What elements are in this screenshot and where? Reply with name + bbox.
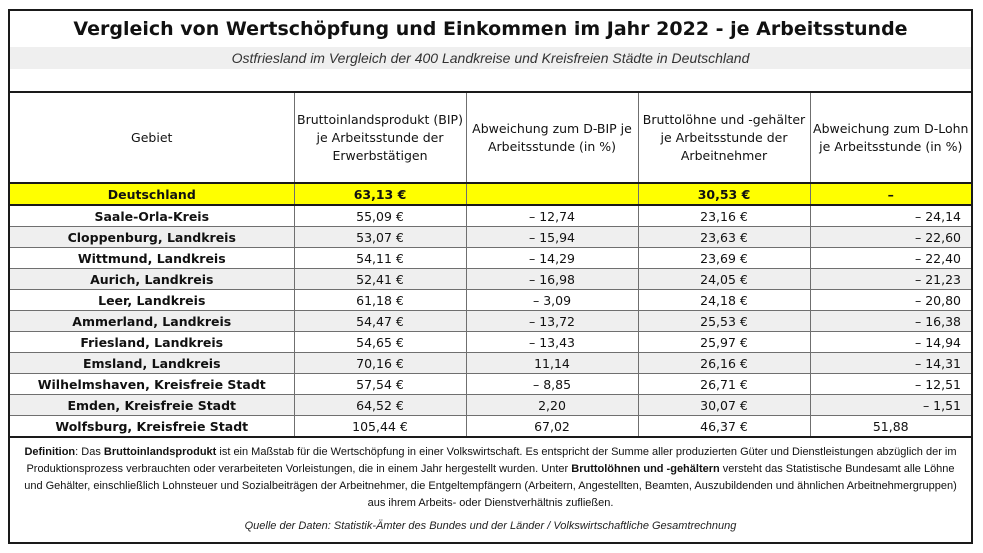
cell-abweichung-bip: – 3,09: [465, 289, 639, 311]
table-row: Wilhelmshaven, Kreisfreie Stadt 57,54 € …: [10, 373, 971, 395]
cell-bip: 54,47 €: [293, 310, 467, 332]
cell-abweichung-lohn: – 22,40: [809, 247, 971, 269]
table-row: Wolfsburg, Kreisfreie Stadt 105,44 € 67,…: [10, 415, 971, 438]
cell-abweichung-bip: – 14,29: [465, 247, 639, 269]
cell-abweichung-lohn: –: [809, 182, 971, 206]
page-title: Vergleich von Wertschöpfung und Einkomme…: [10, 11, 971, 47]
table-row: Emsland, Landkreis 70,16 € 11,14 26,16 €…: [10, 352, 971, 374]
table-row: Ammerland, Landkreis 54,47 € – 13,72 25,…: [10, 310, 971, 332]
cell-bip: 105,44 €: [293, 415, 467, 438]
cell-abweichung-lohn: – 16,38: [809, 310, 971, 332]
cell-gebiet: Friesland, Landkreis: [10, 331, 295, 353]
cell-bip: 54,65 €: [293, 331, 467, 353]
definition-text-1: : Das: [75, 446, 104, 458]
cell-gebiet: Wilhelmshaven, Kreisfreie Stadt: [10, 373, 295, 395]
document-frame: Vergleich von Wertschöpfung und Einkomme…: [8, 9, 973, 544]
cell-abweichung-lohn: – 24,14: [809, 204, 971, 227]
cell-gebiet: Saale-Orla-Kreis: [10, 204, 295, 227]
cell-lohn: 26,71 €: [637, 373, 811, 395]
cell-bip: 53,07 €: [293, 226, 467, 248]
cell-abweichung-bip: – 12,74: [465, 204, 639, 227]
cell-abweichung-lohn: – 22,60: [809, 226, 971, 248]
table-row: Saale-Orla-Kreis 55,09 € – 12,74 23,16 €…: [10, 204, 971, 227]
header-abweichung-lohn: Abweichung zum D-Lohn je Arbeitsstunde (…: [809, 91, 971, 184]
cell-abweichung-lohn: – 20,80: [809, 289, 971, 311]
cell-gebiet: Aurich, Landkreis: [10, 268, 295, 290]
cell-lohn: 24,05 €: [637, 268, 811, 290]
cell-bip: 64,52 €: [293, 394, 467, 416]
definition-text-2: ist ein Maßstab für die Wertschöpfung in…: [26, 446, 957, 475]
cell-abweichung-bip: 2,20: [465, 394, 639, 416]
cell-lohn: 30,53 €: [637, 182, 811, 206]
cell-gebiet: Wolfsburg, Kreisfreie Stadt: [10, 415, 295, 438]
cell-abweichung-bip: – 16,98: [465, 268, 639, 290]
page-subtitle: Ostfriesland im Vergleich der 400 Landkr…: [10, 47, 971, 69]
cell-lohn: 26,16 €: [637, 352, 811, 374]
cell-abweichung-lohn: – 14,94: [809, 331, 971, 353]
definition-term-lohn: Bruttolöhnen und -gehältern: [571, 463, 720, 475]
cell-bip: 52,41 €: [293, 268, 467, 290]
cell-abweichung-lohn: – 14,31: [809, 352, 971, 374]
cell-abweichung-lohn: 51,88: [809, 415, 971, 438]
header-abweichung-bip: Abweichung zum D-BIP je Arbeitsstunde (i…: [465, 91, 639, 184]
header-lohn: Bruttolöhne und -gehälter je Arbeitsstun…: [637, 91, 811, 184]
cell-lohn: 25,53 €: [637, 310, 811, 332]
definition-term-bip: Bruttoinlandsprodukt: [103, 446, 217, 458]
header-bip: Bruttoinlandsprodukt (BIP) je Arbeitsstu…: [293, 91, 467, 184]
cell-lohn: 23,69 €: [637, 247, 811, 269]
table-row: Aurich, Landkreis 52,41 € – 16,98 24,05 …: [10, 268, 971, 290]
cell-abweichung-bip: 67,02: [465, 415, 639, 438]
cell-gebiet: Leer, Landkreis: [10, 289, 295, 311]
spacer: [10, 69, 971, 91]
cell-abweichung-lohn: – 1,51: [809, 394, 971, 416]
cell-abweichung-bip: 11,14: [465, 352, 639, 374]
cell-abweichung-bip: [465, 182, 639, 206]
table-row: Friesland, Landkreis 54,65 € – 13,43 25,…: [10, 331, 971, 353]
table-row: Cloppenburg, Landkreis 53,07 € – 15,94 2…: [10, 226, 971, 248]
cell-abweichung-bip: – 15,94: [465, 226, 639, 248]
table-row: Wittmund, Landkreis 54,11 € – 14,29 23,6…: [10, 247, 971, 269]
cell-bip: 63,13 €: [293, 182, 467, 206]
cell-bip: 70,16 €: [293, 352, 467, 374]
cell-bip: 55,09 €: [293, 204, 467, 227]
cell-abweichung-bip: – 13,43: [465, 331, 639, 353]
cell-bip: 61,18 €: [293, 289, 467, 311]
table-row: Emden, Kreisfreie Stadt 64,52 € 2,20 30,…: [10, 394, 971, 416]
cell-gebiet: Emden, Kreisfreie Stadt: [10, 394, 295, 416]
definition-text-3: versteht das Statistische Bundesamt alle…: [24, 463, 957, 509]
cell-gebiet: Deutschland: [10, 182, 295, 206]
cell-abweichung-lohn: – 12,51: [809, 373, 971, 395]
definition-label: Definition: [24, 446, 76, 458]
cell-lohn: 46,37 €: [637, 415, 811, 438]
data-table: Gebiet Bruttoinlandsprodukt (BIP) je Arb…: [10, 91, 971, 438]
cell-abweichung-bip: – 13,72: [465, 310, 639, 332]
cell-gebiet: Cloppenburg, Landkreis: [10, 226, 295, 248]
header-gebiet: Gebiet: [10, 91, 295, 184]
cell-lohn: 25,97 €: [637, 331, 811, 353]
cell-bip: 57,54 €: [293, 373, 467, 395]
table-header-row: Gebiet Bruttoinlandsprodukt (BIP) je Arb…: [10, 91, 971, 184]
cell-gebiet: Wittmund, Landkreis: [10, 247, 295, 269]
cell-abweichung-bip: – 8,85: [465, 373, 639, 395]
table-row-deutschland: Deutschland 63,13 € 30,53 € –: [10, 182, 971, 206]
cell-gebiet: Ammerland, Landkreis: [10, 310, 295, 332]
data-source: Quelle der Daten: Statistik-Ämter des Bu…: [244, 520, 737, 532]
cell-abweichung-lohn: – 21,23: [809, 268, 971, 290]
cell-lohn: 30,07 €: [637, 394, 811, 416]
cell-lohn: 23,63 €: [637, 226, 811, 248]
table-row: Leer, Landkreis 61,18 € – 3,09 24,18 € –…: [10, 289, 971, 311]
cell-bip: 54,11 €: [293, 247, 467, 269]
cell-lohn: 24,18 €: [637, 289, 811, 311]
definition-note: Definition: Das Bruttoinlandsprodukt ist…: [10, 438, 971, 512]
cell-lohn: 23,16 €: [637, 204, 811, 227]
cell-gebiet: Emsland, Landkreis: [10, 352, 295, 374]
